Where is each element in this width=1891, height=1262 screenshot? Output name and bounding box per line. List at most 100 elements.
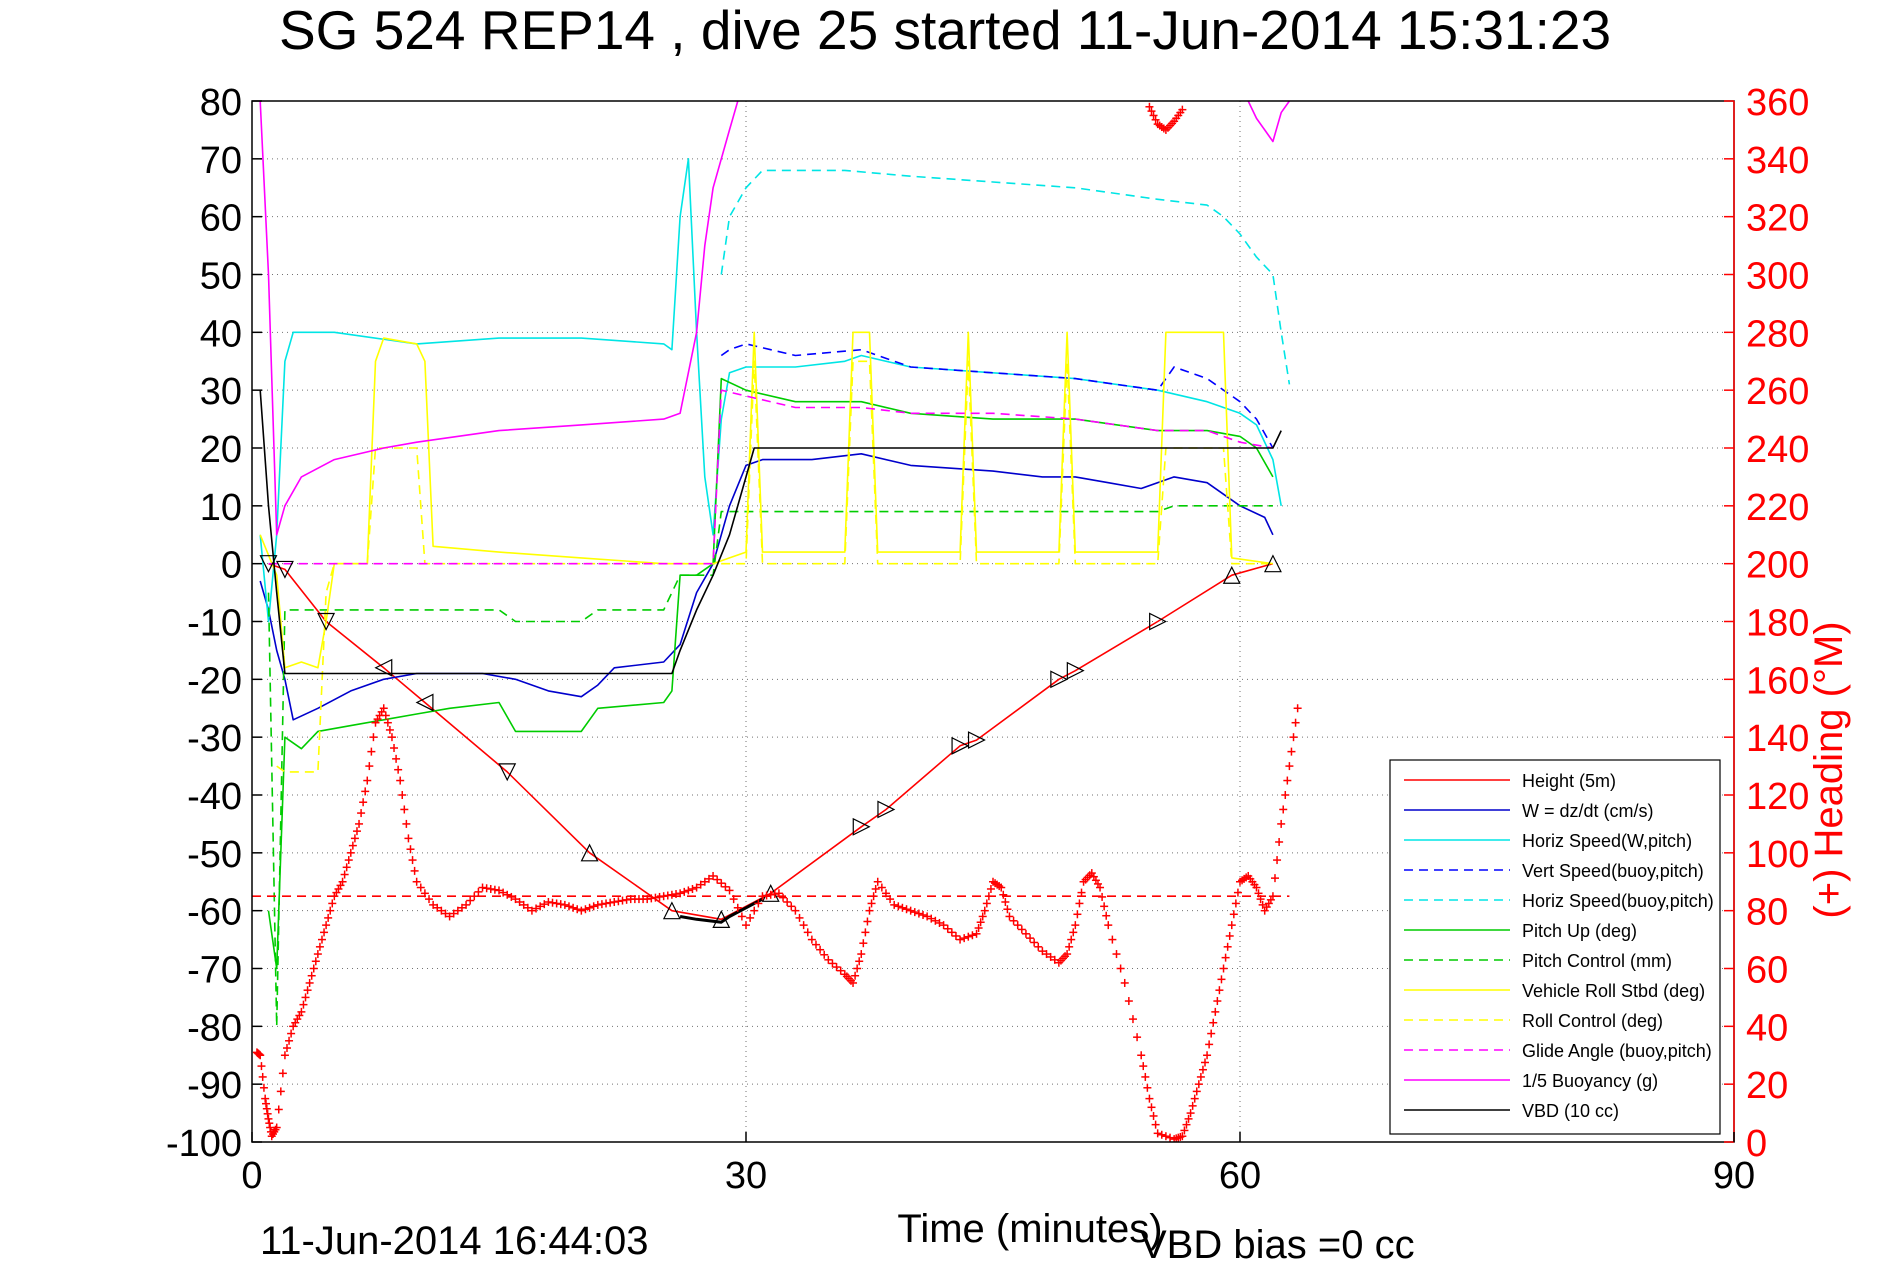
- heading-point: [906, 906, 928, 920]
- heading-point: [840, 970, 855, 985]
- y-right-tick-label: 160: [1746, 660, 1809, 702]
- y-tick-label: -50: [187, 834, 242, 876]
- y-right-tick-label: 220: [1746, 487, 1809, 529]
- heading-point: [379, 704, 394, 734]
- height-marker: [662, 901, 681, 920]
- y-right-tick-label: 320: [1746, 198, 1809, 240]
- series-line-vehicle-roll-stbd-deg-: [259, 331, 1274, 669]
- series-line-1-5-buoyancy-g-: [259, 101, 739, 536]
- heading-point: [890, 900, 911, 914]
- height-marker: [580, 843, 599, 862]
- height-marker: [951, 736, 970, 755]
- heading-point: [560, 900, 582, 914]
- heading-point: [1293, 704, 1302, 713]
- legend-label: Height (5m): [1522, 771, 1616, 791]
- y-tick-label: -80: [187, 1007, 242, 1049]
- chart-title: SG 524 REP14 , dive 25 started 11-Jun-20…: [279, 0, 1611, 61]
- heading-point: [412, 877, 434, 904]
- height-marker: [259, 555, 278, 574]
- height-marker: [1066, 661, 1085, 680]
- heading-point: [256, 1051, 268, 1092]
- heading-point: [1145, 1094, 1160, 1129]
- heading-point: [725, 886, 746, 921]
- y-right-tick-label: 180: [1746, 603, 1809, 645]
- heading-point: [1178, 1114, 1193, 1141]
- series-line-pitch-up-deg-: [267, 377, 1274, 970]
- legend-label: Glide Angle (buoy,pitch): [1522, 1041, 1712, 1061]
- heading-point: [593, 898, 615, 909]
- heading-point: [972, 912, 987, 938]
- y-right-tick-label: 300: [1746, 256, 1809, 298]
- heading-point: [1021, 929, 1043, 951]
- legend-label: VBD (10 cc): [1522, 1101, 1619, 1121]
- heading-point: [742, 899, 763, 930]
- y-right-tick-label: 360: [1746, 82, 1809, 124]
- y-tick-label: 70: [200, 140, 242, 182]
- height-marker: [1050, 670, 1069, 689]
- height-marker: [1222, 565, 1241, 584]
- heading-point: [1211, 975, 1226, 1016]
- height-marker: [275, 560, 294, 579]
- y-axis-right: 3603403203002802602402202001801601401201…: [1724, 82, 1809, 1165]
- heading-point: [791, 906, 812, 937]
- heading-point: [873, 877, 895, 904]
- heading-point: [1252, 883, 1267, 909]
- heading-point: [1120, 978, 1142, 1042]
- heading-point: [330, 881, 345, 901]
- y-right-tick-label: 200: [1746, 545, 1809, 587]
- legend-label: Horiz Speed(W,pitch): [1522, 831, 1692, 851]
- series-line-roll-control-deg-: [276, 360, 1273, 773]
- legend-label: 1/5 Buoyancy (g): [1522, 1071, 1658, 1091]
- y-tick-label: 0: [221, 545, 242, 587]
- x-tick-label: 90: [1713, 1155, 1755, 1197]
- series-line-w-dz-dt-cm-s-: [259, 452, 1274, 721]
- heading-point: [1285, 718, 1300, 771]
- height-marker: [415, 693, 434, 712]
- heading-point: [956, 931, 977, 944]
- y-tick-label: 30: [200, 371, 242, 413]
- heading-point: [462, 887, 483, 909]
- y-tick-label: -100: [166, 1123, 242, 1165]
- heading-point: [997, 883, 1012, 914]
- heading-point: [346, 827, 361, 857]
- y-right-tick-label: 120: [1746, 776, 1809, 818]
- y-axis-right-label: (+) Heading (°M): [1807, 621, 1851, 918]
- heading-point: [1038, 947, 1059, 964]
- heading-point: [272, 1069, 287, 1132]
- plot-area: [252, 101, 1302, 1142]
- heading-point: [1104, 921, 1125, 973]
- y-tick-label: 50: [200, 256, 242, 298]
- y-tick-label: 10: [200, 487, 242, 529]
- heading-point: [1137, 1051, 1152, 1092]
- heading-point: [305, 957, 320, 987]
- heading-point: [1096, 883, 1111, 920]
- height-marker: [1263, 554, 1282, 573]
- heading-point: [338, 856, 353, 886]
- heading-point: [363, 733, 378, 785]
- y-axis-left: 80 70 60 50 40 30 20 10 0 -10 -20 -30 -40 -50 -60 -70 -8…: [166, 82, 262, 1165]
- series-line-horiz-speed-w-pitch-: [259, 158, 1282, 623]
- y-right-tick-label: 100: [1746, 834, 1809, 876]
- heading-point: [1194, 1058, 1210, 1089]
- heading-point: [478, 883, 499, 894]
- series-line-1-5-buoyancy-g-upper: [1247, 101, 1291, 143]
- height-marker: [852, 817, 871, 836]
- series-line-vbd-10-cc-: [259, 390, 1282, 675]
- heading-point: [923, 912, 944, 927]
- x-tick-label: 30: [725, 1155, 767, 1197]
- heading-point: [1186, 1087, 1201, 1118]
- heading-point: [1071, 888, 1086, 930]
- heading-point: [429, 900, 450, 918]
- legend-label: Vehicle Roll Stbd (deg): [1522, 981, 1705, 1001]
- height-marker: [374, 658, 393, 677]
- y-right-tick-label: 240: [1746, 429, 1809, 471]
- y-right-tick-label: 340: [1746, 140, 1809, 182]
- series-line-horiz-speed-buoy-pitch-: [720, 169, 1291, 385]
- heading-point: [824, 955, 845, 975]
- heading-point: [1005, 912, 1026, 934]
- y-tick-label: -90: [187, 1065, 242, 1107]
- heading-point: [387, 733, 403, 774]
- heading-point: [865, 884, 880, 915]
- series-line-pitch-control-mm-: [267, 504, 1273, 1028]
